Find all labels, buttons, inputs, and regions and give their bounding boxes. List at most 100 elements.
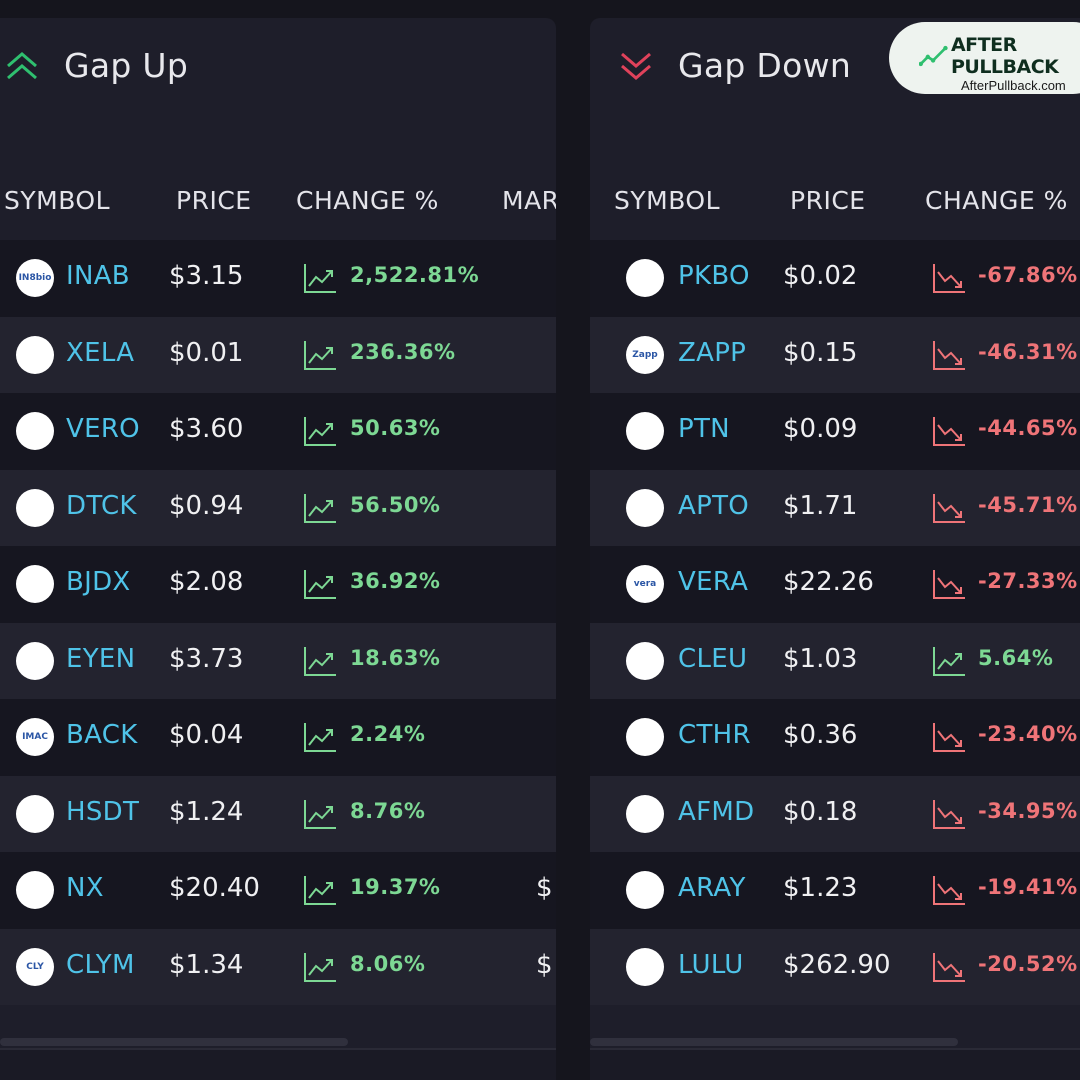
brand-url: AfterPullback.com: [961, 78, 1066, 93]
ticker-symbol[interactable]: AFMD: [678, 796, 755, 827]
ticker-symbol[interactable]: BJDX: [66, 567, 131, 597]
company-logo-icon: [626, 488, 664, 527]
trend-up-icon: [304, 799, 336, 829]
trend-up-icon: [304, 570, 336, 599]
company-logo-icon: [16, 412, 54, 450]
table-row[interactable]: ARAY $1.23 -19.41%: [590, 852, 1080, 929]
table-row[interactable]: CLY CLYM $1.34 8.06% $: [0, 928, 556, 1005]
gap-up-header: Gap Up: [4, 46, 188, 85]
ticker-symbol[interactable]: VERO: [66, 414, 140, 444]
gap-down-panel: Gap Down SYMBOL PRICE CHANGE % PKBO $0.02…: [590, 18, 1080, 1080]
change-percent: -27.33%: [978, 569, 1078, 593]
trend-up-icon: [304, 340, 336, 370]
table-row[interactable]: LULU $262.90 -20.52%: [590, 928, 1080, 1005]
market-cap-value: $: [536, 949, 553, 980]
company-logo-icon: [626, 259, 664, 297]
price-value: $0.04: [169, 720, 244, 750]
price-value: $1.03: [783, 643, 858, 674]
price-value: $3.15: [169, 261, 244, 291]
change-percent: 36.92%: [350, 569, 441, 593]
price-value: $262.90: [783, 949, 891, 980]
ticker-symbol[interactable]: PTN: [678, 414, 730, 444]
ticker-symbol[interactable]: APTO: [678, 490, 750, 521]
table-row[interactable]: VERO $3.60 50.63%: [0, 393, 556, 470]
company-logo-icon: [16, 871, 54, 909]
table-row[interactable]: AFMD $0.18 -34.95%: [590, 775, 1080, 852]
change-percent: -20.52%: [978, 951, 1078, 976]
table-row[interactable]: Zapp ZAPP $0.15 -46.31%: [590, 316, 1080, 393]
ticker-symbol[interactable]: LULU: [678, 949, 744, 980]
horizontal-scrollbar[interactable]: [0, 1038, 348, 1046]
table-row[interactable]: CTHR $0.36 -23.40%: [590, 699, 1080, 776]
change-percent: 2.24%: [350, 722, 426, 746]
column-header-market[interactable]: MAR: [502, 186, 556, 215]
company-logo-icon: [626, 871, 664, 909]
price-value: $0.09: [783, 414, 858, 444]
company-logo-icon: [16, 488, 54, 527]
change-percent: -23.40%: [978, 722, 1078, 746]
change-percent: -34.95%: [978, 798, 1078, 823]
column-header-price[interactable]: PRICE: [790, 186, 866, 215]
gap-down-header: Gap Down: [618, 46, 851, 85]
trend-up-icon: [304, 264, 336, 293]
horizontal-scrollbar[interactable]: [590, 1038, 958, 1046]
table-row[interactable]: HSDT $1.24 8.76%: [0, 775, 556, 852]
table-row[interactable]: CLEU $1.03 5.64%: [590, 622, 1080, 699]
column-header-price[interactable]: PRICE: [176, 186, 252, 215]
brand-badge[interactable]: AFTER PULLBACK AfterPullback.com: [889, 22, 1080, 94]
ticker-symbol[interactable]: ZAPP: [678, 337, 747, 368]
trend-down-icon: [933, 493, 965, 523]
price-value: $0.01: [169, 337, 244, 368]
column-header-symbol[interactable]: SYMBOL: [4, 186, 111, 215]
brand-chart-icon: [919, 45, 948, 67]
ticker-symbol[interactable]: INAB: [66, 261, 130, 291]
company-logo-icon: [16, 335, 54, 374]
change-percent: -45.71%: [978, 492, 1078, 517]
trend-down-icon: [933, 799, 965, 829]
table-row[interactable]: DTCK $0.94 56.50%: [0, 469, 556, 546]
table-row[interactable]: PKBO $0.02 -67.86%: [590, 240, 1080, 317]
change-percent: 5.64%: [978, 645, 1054, 670]
trend-up-icon: [304, 417, 336, 446]
price-value: $0.36: [783, 720, 858, 750]
trend-down-icon: [933, 340, 965, 370]
ticker-symbol[interactable]: XELA: [66, 337, 135, 368]
trend-down-icon: [933, 876, 965, 905]
ticker-symbol[interactable]: CLEU: [678, 643, 748, 674]
price-value: $3.60: [169, 414, 244, 444]
table-row[interactable]: APTO $1.71 -45.71%: [590, 469, 1080, 546]
ticker-symbol[interactable]: PKBO: [678, 261, 750, 291]
ticker-symbol[interactable]: CTHR: [678, 720, 751, 750]
table-row[interactable]: IN8bio INAB $3.15 2,522.81%: [0, 240, 556, 317]
table-row[interactable]: PTN $0.09 -44.65%: [590, 393, 1080, 470]
price-value: $1.71: [783, 490, 858, 521]
ticker-symbol[interactable]: BACK: [66, 720, 138, 750]
trend-up-icon: [304, 876, 336, 905]
table-row[interactable]: EYEN $3.73 18.63%: [0, 622, 556, 699]
change-percent: -19.41%: [978, 875, 1078, 899]
company-logo-icon: Zapp: [626, 335, 664, 374]
ticker-symbol[interactable]: CLYM: [66, 949, 135, 980]
company-logo-icon: IN8bio: [16, 259, 54, 297]
column-header-change[interactable]: CHANGE %: [925, 186, 1068, 215]
table-row[interactable]: BJDX $2.08 36.92%: [0, 546, 556, 623]
price-value: $0.15: [783, 337, 858, 368]
column-header-change[interactable]: CHANGE %: [296, 186, 439, 215]
column-header-symbol[interactable]: SYMBOL: [614, 186, 721, 215]
table-row[interactable]: XELA $0.01 236.36%: [0, 316, 556, 393]
ticker-symbol[interactable]: EYEN: [66, 643, 136, 674]
trend-down-icon: [933, 952, 965, 982]
ticker-symbol[interactable]: NX: [66, 873, 104, 903]
ticker-symbol[interactable]: ARAY: [678, 873, 746, 903]
ticker-symbol[interactable]: DTCK: [66, 490, 137, 521]
table-row[interactable]: NX $20.40 19.37% $: [0, 852, 556, 929]
company-logo-icon: [16, 641, 54, 680]
change-percent: 8.76%: [350, 798, 426, 823]
ticker-symbol[interactable]: VERA: [678, 567, 749, 597]
table-row[interactable]: IMAC BACK $0.04 2.24%: [0, 699, 556, 776]
panel-footer: [0, 1048, 556, 1080]
double-chevron-down-icon: [621, 52, 651, 80]
company-logo-icon: [16, 565, 54, 603]
table-row[interactable]: vera VERA $22.26 -27.33%: [590, 546, 1080, 623]
ticker-symbol[interactable]: HSDT: [66, 796, 140, 827]
